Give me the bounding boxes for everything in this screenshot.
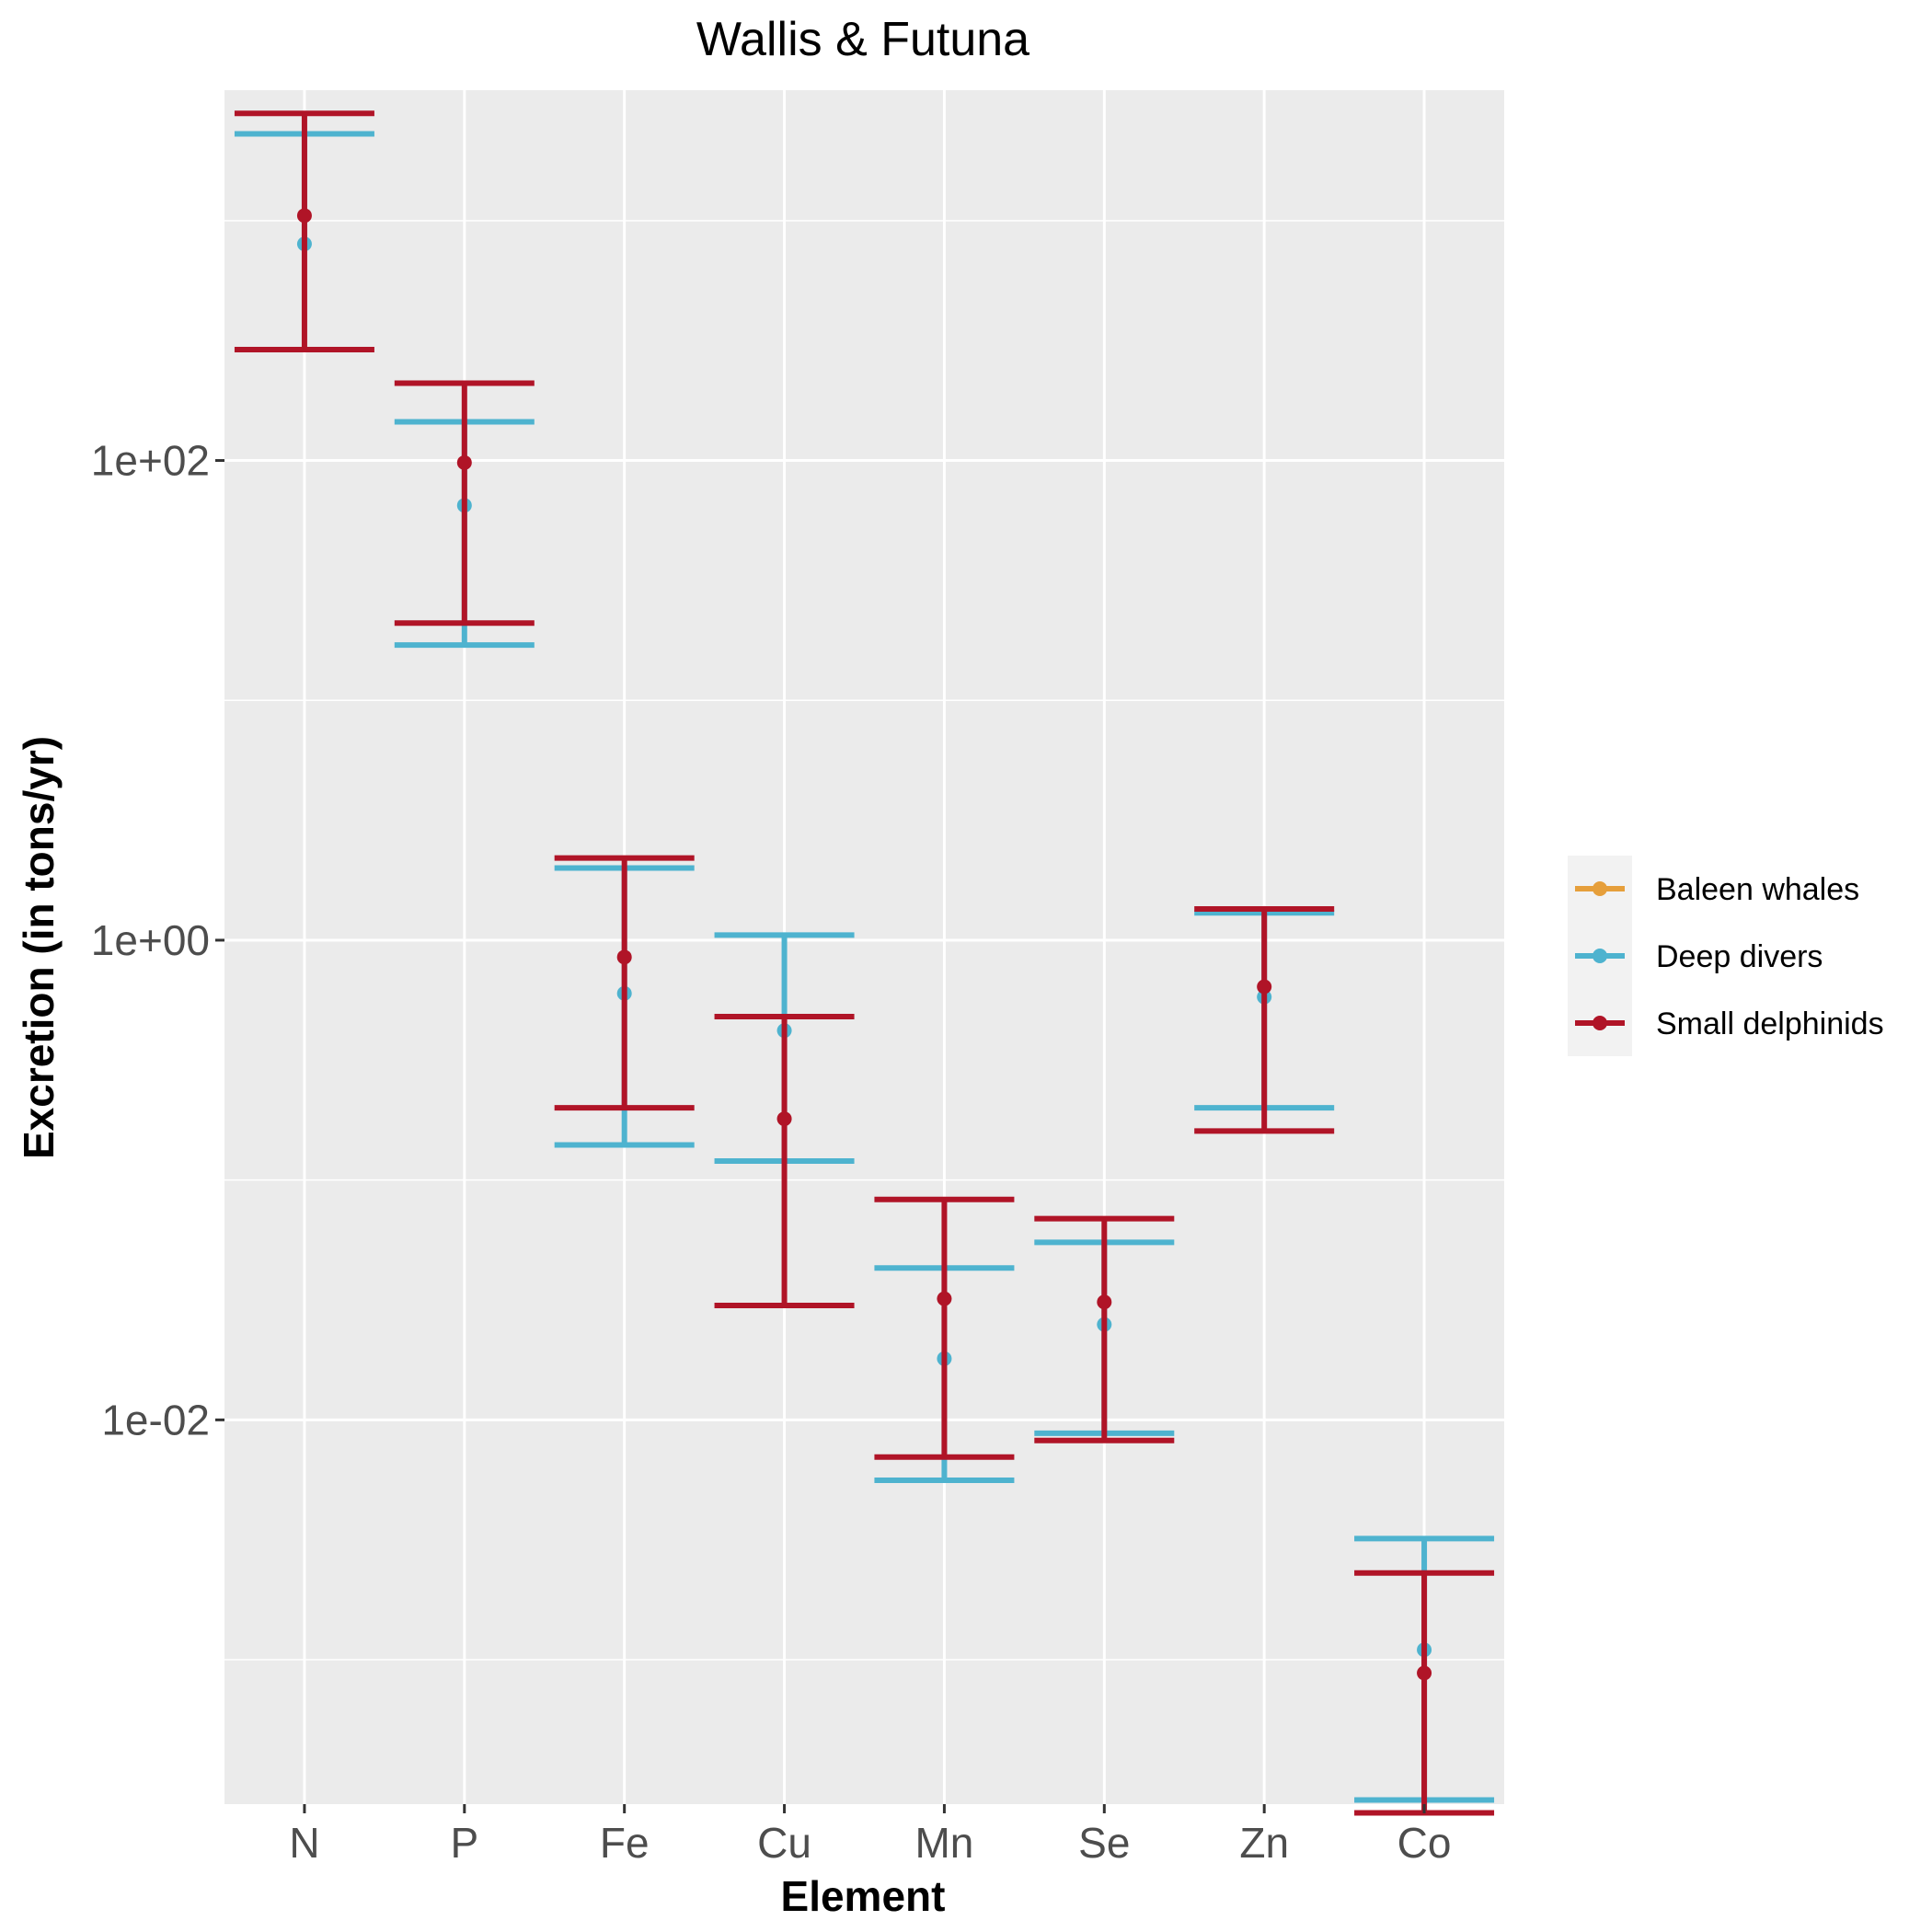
x-tick-label: Co (1397, 1819, 1452, 1867)
legend-label: Small delphinids (1656, 1006, 1884, 1041)
legend-label: Baleen whales (1656, 872, 1859, 907)
x-tick-label: Fe (600, 1819, 650, 1867)
legend-key-point (1593, 949, 1607, 963)
data-point (456, 454, 472, 470)
legend: Baleen whales Deep divers Small delphinids (1568, 856, 1884, 1056)
data-point (1097, 1294, 1112, 1310)
legend-label: Deep divers (1656, 939, 1823, 974)
legend-key-point (1593, 881, 1607, 896)
data-point (1257, 979, 1272, 995)
x-axis-title: Element (781, 1872, 946, 1920)
plot-panel (224, 90, 1504, 1804)
data-layer (234, 110, 1495, 1816)
axes: 1e+02 1e+00 1e-02 N P Fe Cu Mn Se Zn Co (91, 437, 1452, 1867)
chart-title: Wallis & Futuna (696, 13, 1029, 66)
x-tick-label: N (289, 1819, 319, 1867)
y-axis-title: Excretion (in tons/yr) (15, 736, 63, 1159)
x-tick-label: Mn (914, 1819, 973, 1867)
data-point (937, 1291, 952, 1306)
x-tick-label: Cu (757, 1819, 811, 1867)
data-point (296, 208, 312, 224)
y-tick-label: 1e+00 (91, 916, 210, 964)
data-point (616, 949, 632, 965)
data-point (776, 1111, 792, 1127)
x-tick-label: P (450, 1819, 478, 1867)
series-small-delphinids (234, 110, 1495, 1816)
y-tick-label: 1e+02 (91, 437, 210, 485)
data-point (1417, 1665, 1432, 1681)
x-tick-label: Se (1078, 1819, 1130, 1867)
y-tick-label: 1e-02 (101, 1396, 210, 1443)
x-tick-label: Zn (1239, 1819, 1289, 1867)
legend-key-point (1593, 1016, 1607, 1030)
